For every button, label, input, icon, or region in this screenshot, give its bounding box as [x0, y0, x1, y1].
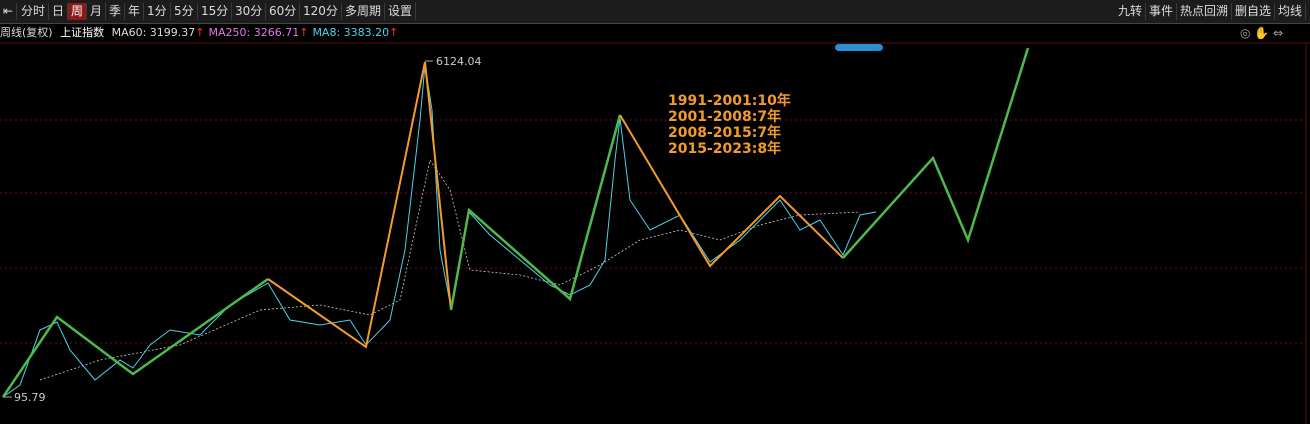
low-label: 95.79 [14, 391, 46, 404]
price-line [2, 64, 877, 398]
period-tab[interactable]: 设置 [385, 3, 417, 20]
ma-value: MA8: 3383.20 [312, 26, 390, 39]
period-tab[interactable]: 30分 [232, 3, 267, 20]
ma-line [39, 158, 861, 381]
tool-button[interactable]: 删自选 [1232, 3, 1276, 20]
period-tab[interactable]: 60分 [266, 3, 301, 20]
period-tab[interactable]: 周 [68, 3, 88, 20]
note-line: 2015-2023:8年 [668, 140, 781, 157]
period-tab[interactable]: 120分 [300, 3, 342, 20]
tool-button[interactable]: 均线 [1275, 3, 1307, 20]
ma-arrow: ↑ [299, 26, 309, 39]
toolbar: ⇤ 分时日周月季年 1分 5分 15分 30分 60分 120分 多周期 设置 均线 删自选 热点回溯事… [0, 0, 1310, 24]
wave-up [1, 277, 269, 398]
period-tab[interactable]: 1分 [144, 3, 171, 20]
period-tab[interactable]: 日 [49, 3, 69, 20]
ma-value: MA250: 3266.71 [208, 26, 300, 39]
period-tab[interactable]: 年 [125, 3, 145, 20]
period-tab[interactable]: 多周期 [342, 3, 386, 20]
ma-value: MA60: 3199.37 [111, 26, 196, 39]
back-icon[interactable]: ⇤ [0, 3, 18, 20]
grid [0, 119, 1306, 344]
wave-projection [842, 47, 1030, 259]
tool-button[interactable]: 热点回溯 [1177, 3, 1233, 20]
period-tab[interactable]: 15分 [198, 3, 233, 20]
note-line: 1991-2001:10年 [668, 92, 791, 109]
range-slider[interactable] [835, 44, 883, 51]
ma-arrow: ↑ [195, 26, 205, 39]
tool-button[interactable]: 九转 [1115, 3, 1147, 20]
high-label: 6124.04 [436, 55, 482, 68]
period-tab[interactable]: 5分 [171, 3, 198, 20]
period-tab[interactable]: 季 [106, 3, 126, 20]
note-line: 2008-2015:7年 [668, 124, 781, 141]
note-line: 2001-2008:7年 [668, 108, 781, 125]
notes: 1991-2001:10年2001-2008:7年2008-2015:7年201… [668, 92, 791, 157]
wave-down [619, 114, 844, 268]
toolbar-icons[interactable]: ◎ ✋ ⇔ [1240, 26, 1283, 40]
tool-button[interactable]: 事件 [1146, 3, 1178, 20]
period-tab[interactable]: 分时 [18, 3, 50, 20]
ma-arrow: ↑ [389, 26, 399, 39]
wave-down [267, 61, 452, 349]
index-name: 上证指数 [60, 26, 105, 39]
wave-up [449, 114, 622, 311]
period-tab[interactable]: 月 [87, 3, 107, 20]
info-line: 周线(复权) 上证指数 MA60: 3199.37↑ MA250: 3266.71… [0, 25, 402, 41]
period: 周线(复权) [0, 26, 53, 39]
